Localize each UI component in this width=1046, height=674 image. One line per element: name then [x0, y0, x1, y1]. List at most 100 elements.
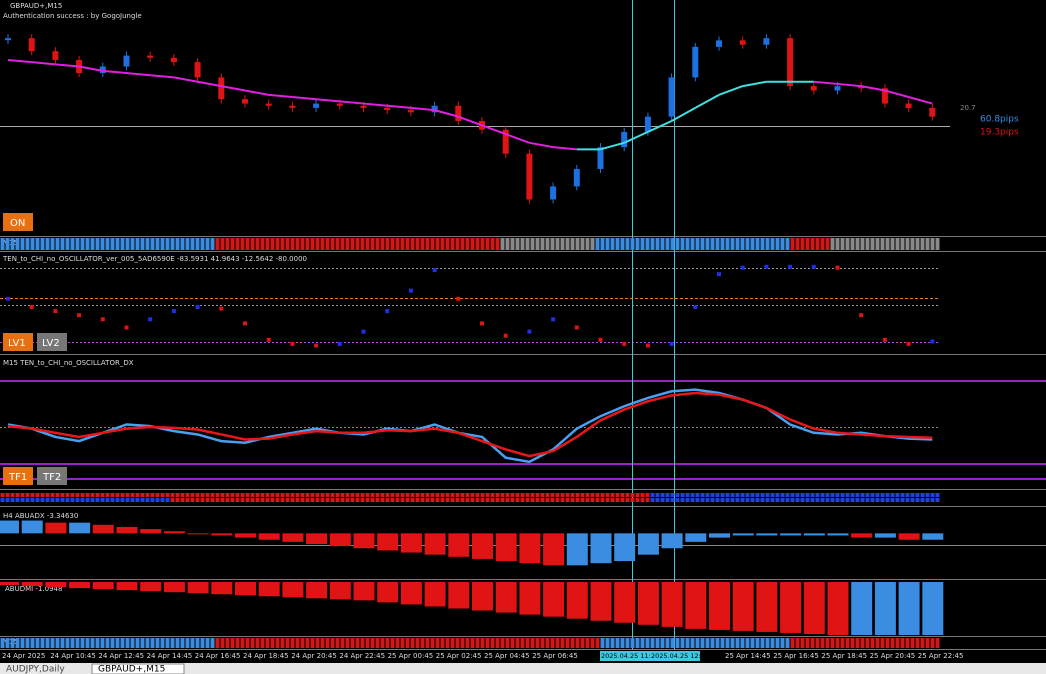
status-cell — [425, 638, 430, 648]
status-cell — [795, 498, 800, 502]
status-cell — [330, 498, 335, 502]
status-cell — [360, 638, 365, 648]
status-cell — [860, 493, 865, 497]
status-cell — [160, 498, 165, 502]
status-cell — [335, 638, 340, 648]
status-cell — [310, 498, 315, 502]
status-cell — [345, 638, 350, 648]
moving-average — [268, 93, 293, 99]
active-tab[interactable] — [91, 663, 185, 674]
status-cell — [255, 638, 260, 648]
status-cell — [40, 638, 45, 648]
tf2-label[interactable]: TF2 — [42, 472, 61, 483]
status-cell — [400, 493, 405, 497]
moving-average — [221, 85, 246, 92]
dmi-bar — [45, 582, 67, 588]
status-cell — [580, 493, 585, 497]
status-cell — [630, 638, 635, 648]
moving-average — [387, 104, 411, 109]
status-cell — [930, 493, 935, 497]
status-cell — [270, 493, 275, 497]
status-cell — [50, 493, 55, 497]
status-cell — [325, 493, 330, 497]
status-cell — [735, 238, 740, 250]
status-cell — [495, 638, 500, 648]
status-cell — [720, 238, 725, 250]
status-cell — [65, 638, 70, 648]
dmi-bar — [590, 582, 612, 621]
candle — [455, 105, 462, 121]
candle — [336, 103, 343, 106]
status-cell — [490, 493, 495, 497]
status-cell — [930, 498, 935, 502]
status-cell — [170, 638, 175, 648]
status-cell — [910, 238, 915, 250]
lv1-button[interactable] — [3, 333, 33, 351]
on-button-label[interactable]: ON — [10, 218, 25, 229]
status-cell — [350, 638, 355, 648]
status-cell — [220, 498, 225, 502]
status-cell — [760, 493, 765, 497]
status-cell — [710, 493, 715, 497]
status-cell — [375, 238, 380, 250]
dmi-bar — [424, 582, 446, 607]
moving-average — [671, 107, 696, 122]
status-cell — [475, 238, 480, 250]
status-cell — [840, 498, 845, 502]
lv2-button[interactable] — [37, 333, 67, 351]
status-cell — [190, 238, 195, 250]
status-cell — [410, 493, 415, 497]
status-cell — [830, 238, 835, 250]
adx-bar — [163, 531, 185, 534]
tab[interactable]: GBPAUD+,M15 — [98, 665, 165, 674]
lv1-label[interactable]: LV1 — [8, 338, 26, 349]
status-cell — [775, 493, 780, 497]
status-cell — [535, 238, 540, 250]
tab[interactable]: AUDJPY,Daily — [6, 665, 65, 674]
status-cell — [605, 493, 610, 497]
candle — [147, 55, 154, 58]
osc-dot — [740, 265, 745, 270]
status-cell — [450, 498, 455, 502]
status-cell — [720, 498, 725, 502]
adx-bar — [329, 533, 351, 547]
status-cell — [440, 638, 445, 648]
status-cell — [480, 493, 485, 497]
status-cell — [255, 493, 260, 497]
osc-levels — [0, 268, 940, 343]
time-label: 25 Apr 02:45 — [436, 652, 482, 660]
status-cell — [625, 238, 630, 250]
osc-dot — [171, 309, 176, 314]
status-cell — [745, 238, 750, 250]
dx-line — [7, 391, 933, 458]
status-cell — [460, 493, 465, 497]
adx-bar — [685, 533, 707, 542]
status-cell — [95, 238, 100, 250]
tf1-label[interactable]: TF1 — [8, 472, 27, 483]
moving-average — [102, 69, 127, 75]
status-cell — [345, 238, 350, 250]
status-cell — [335, 493, 340, 497]
status-cell — [160, 238, 165, 250]
status-cell — [90, 638, 95, 648]
status-cell — [760, 498, 765, 502]
status-cell — [935, 238, 940, 250]
status-cell — [5, 498, 10, 502]
dmi-bar — [851, 582, 873, 635]
status-cell — [465, 638, 470, 648]
status-cell — [80, 498, 85, 502]
status-cell — [380, 238, 385, 250]
panel-label: TEN_to_CHI_no_OSCILLATOR_ver_005_5AD6590… — [2, 255, 307, 263]
status-cell — [510, 238, 515, 250]
tf1-button[interactable] — [3, 467, 33, 485]
status-cell — [880, 493, 885, 497]
adx-bar — [45, 522, 67, 534]
status-cell — [755, 493, 760, 497]
status-cell — [865, 638, 870, 648]
lv2-label[interactable]: LV2 — [42, 338, 60, 349]
tf2-button[interactable] — [37, 467, 67, 485]
dmi-bar — [329, 582, 351, 600]
status-cell — [695, 238, 700, 250]
osc-dot — [480, 321, 484, 326]
on-button[interactable] — [3, 213, 33, 231]
